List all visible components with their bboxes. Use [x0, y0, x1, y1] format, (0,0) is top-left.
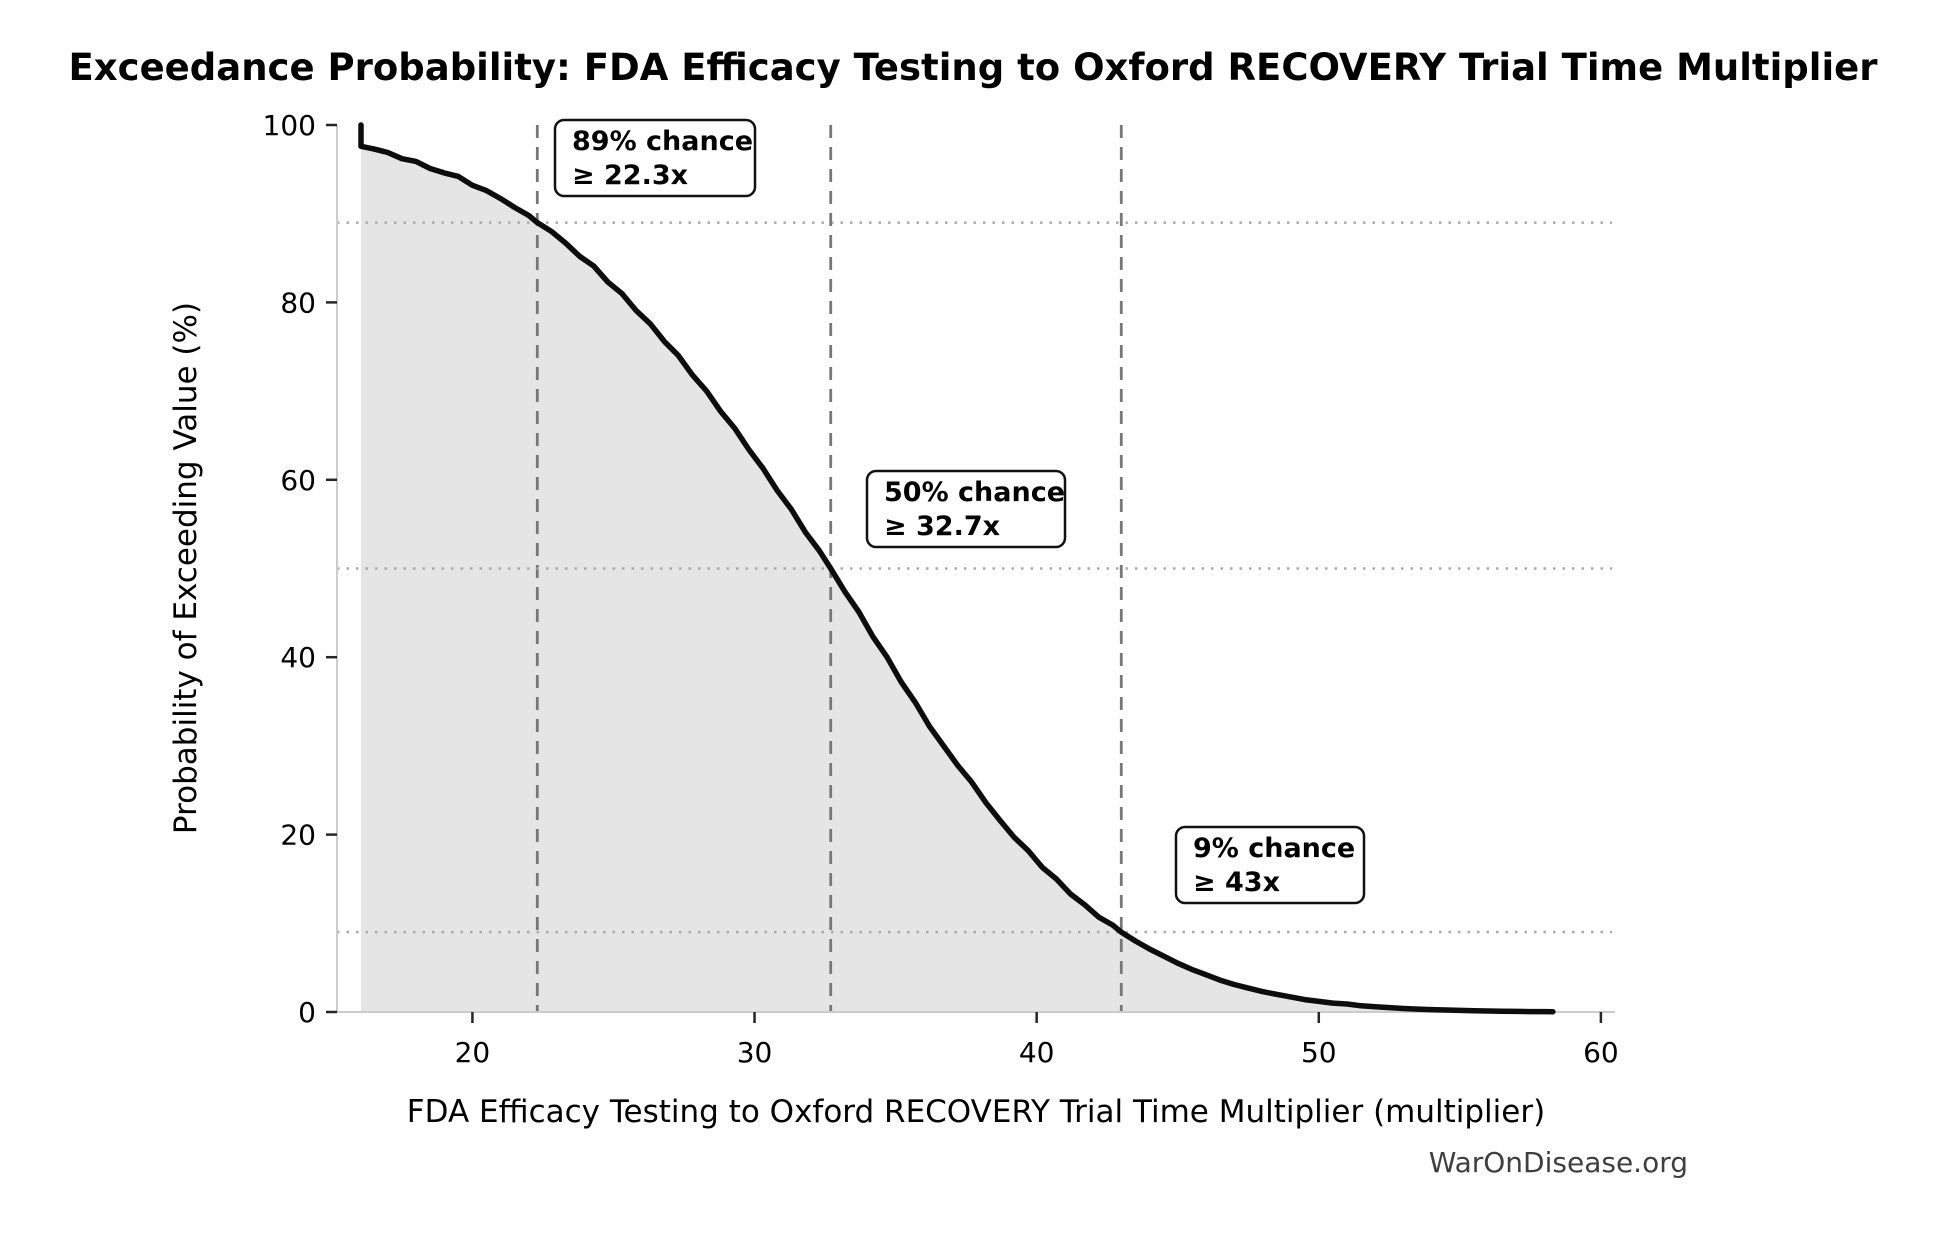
annotation-line1: 9% chance: [1193, 833, 1355, 864]
y-axis-label: Probability of Exceeding Value (%): [168, 302, 204, 834]
y-tick-label-80: 80: [280, 286, 316, 319]
y-tick-label-20: 20: [280, 819, 316, 852]
area-fill: [361, 146, 1553, 1013]
y-tick-label-60: 60: [280, 464, 316, 497]
annotation-box-outline: [553, 118, 757, 198]
annotation-box-50pct: 50% chance ≥ 32.7x: [865, 469, 1067, 549]
y-tick-label-40: 40: [280, 641, 316, 674]
y-tick-label-0: 0: [298, 996, 316, 1029]
y-tick-label-100: 100: [263, 109, 316, 142]
annotation-box-89pct: 89% chance ≥ 22.3x: [553, 118, 757, 198]
annotation-line2: ≥ 32.7x: [884, 511, 1000, 542]
annotation-line2: ≥ 22.3x: [572, 160, 688, 191]
annotation-box-outline: [865, 469, 1067, 549]
x-tick-label-20: 20: [455, 1036, 491, 1069]
annotation-line1: 50% chance: [884, 477, 1065, 508]
annotation-line2: ≥ 43x: [1193, 867, 1280, 898]
axes-layer: 20 30 40 50 60 0 20 40 60 80 100: [263, 109, 1619, 1069]
curve-layer: [358, 122, 1556, 1015]
chart-title: Exceedance Probability: FDA Efficacy Tes…: [69, 46, 1879, 89]
watermark: WarOnDisease.org: [1429, 1146, 1688, 1179]
area-fill-layer: [361, 146, 1553, 1013]
x-tick-label-40: 40: [1019, 1036, 1055, 1069]
x-tick-label-60: 60: [1583, 1036, 1619, 1069]
annotation-box-9pct: 9% chance ≥ 43x: [1174, 825, 1366, 905]
x-axis-label: FDA Efficacy Testing to Oxford RECOVERY …: [407, 1094, 1545, 1130]
annotation-line1: 89% chance: [572, 126, 753, 157]
annotation-box-outline: [1174, 825, 1366, 905]
exceedance-curve: [358, 122, 1556, 1015]
x-tick-label-30: 30: [737, 1036, 773, 1069]
x-tick-label-50: 50: [1301, 1036, 1337, 1069]
